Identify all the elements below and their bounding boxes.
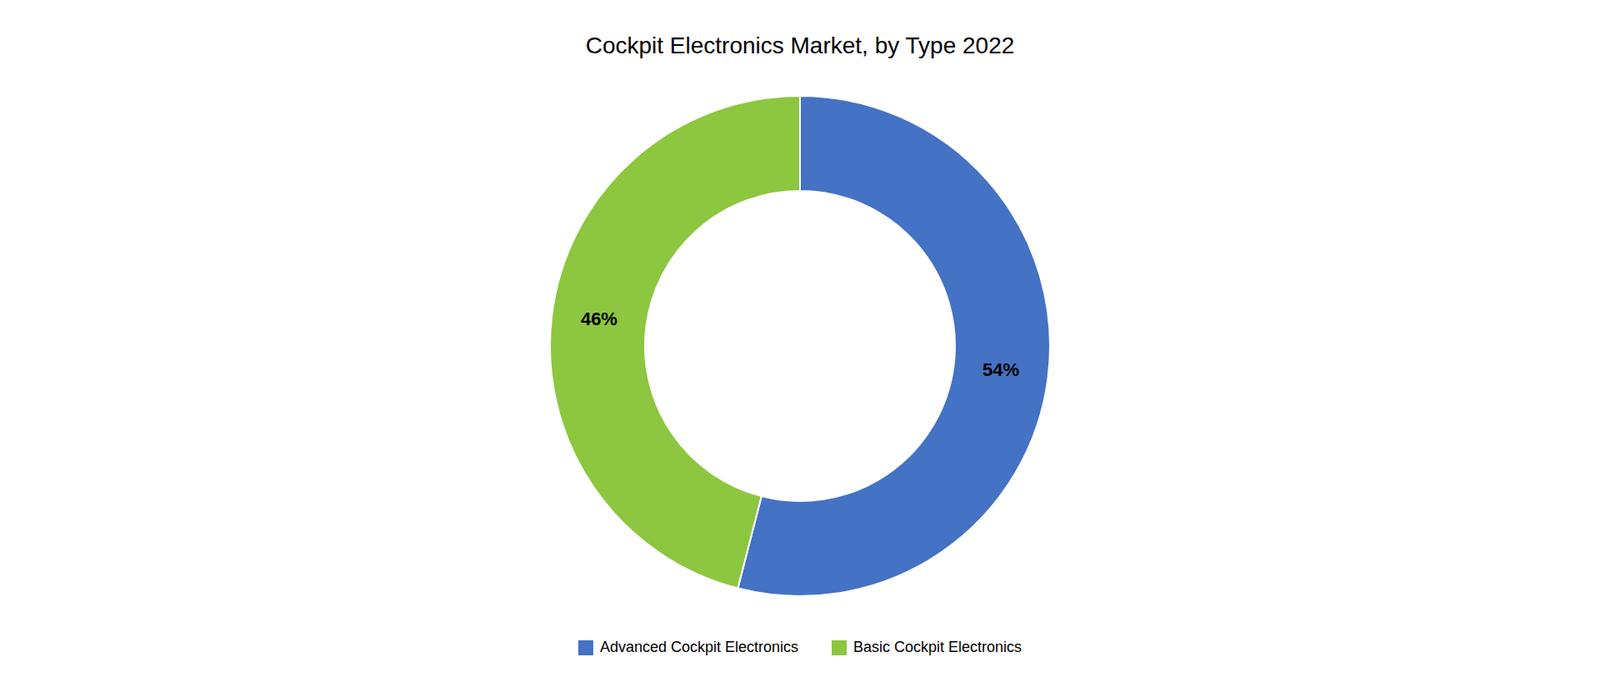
legend-item: Advanced Cockpit Electronics	[578, 638, 799, 655]
title: Cockpit Electronics Market, by Type 2022	[585, 32, 1015, 59]
data-labels: 54% 46%	[580, 308, 1020, 380]
slices	[550, 95, 1050, 596]
legend-swatch	[578, 640, 594, 655]
legend-label: Basic Cockpit Electronics	[853, 638, 1022, 655]
slice	[550, 95, 800, 589]
legend: Advanced Cockpit Electronics Basic Cockpi…	[578, 638, 1022, 655]
legend-swatch	[831, 640, 847, 655]
data-label: 54%	[982, 359, 1020, 380]
data-label: 46%	[580, 308, 618, 330]
legend-item: Basic Cockpit Electronics	[831, 638, 1022, 655]
legend-label: Advanced Cockpit Electronics	[600, 638, 799, 655]
chart: Cockpit Electronics Market, by Type 2022…	[0, 0, 1600, 682]
plot: 54% 46%	[550, 95, 1050, 596]
